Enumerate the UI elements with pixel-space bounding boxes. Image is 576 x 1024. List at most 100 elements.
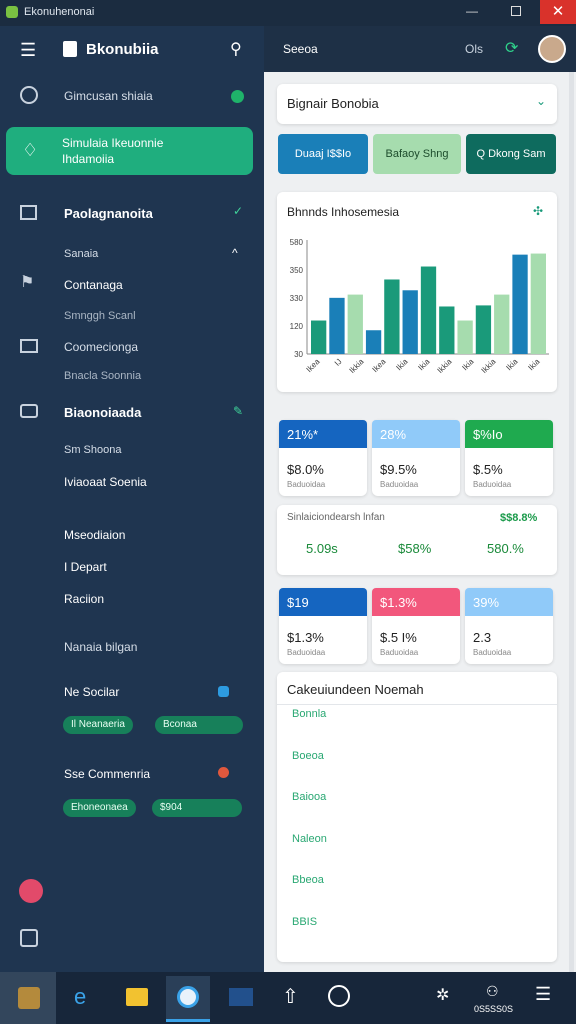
stat-value: $9.5%	[380, 462, 417, 477]
list-item: Naleon	[292, 832, 327, 845]
stat-header: $1.3%	[372, 588, 460, 616]
x-axis-label: IJ	[333, 357, 344, 368]
nav-subitem[interactable]: Sm Shoona	[64, 444, 122, 456]
list-item: Baiooa	[292, 791, 327, 803]
sync-icon[interactable]: ⟳	[505, 40, 519, 57]
close[interactable]: ✕	[540, 0, 576, 24]
button[interactable]: Duaaj I$$Io	[278, 134, 368, 174]
taskbar-app[interactable]: e	[74, 984, 87, 1009]
nav-icon: ⚑	[20, 274, 35, 291]
tag[interactable]: Il Neanaeria	[63, 716, 133, 734]
user-icon[interactable]	[19, 879, 43, 903]
button[interactable]: Bafaoy Shng	[373, 134, 461, 174]
edit-icon[interactable]: ✎	[233, 404, 244, 418]
stat-header: $19	[279, 588, 367, 616]
nav-item-active[interactable]	[6, 127, 253, 175]
stat-card: 28% $9.5% Baduoidaa	[372, 420, 460, 496]
minimize[interactable]: —	[466, 4, 478, 18]
list-item: Bbeoa	[292, 874, 324, 886]
stat-sub: Baduoidaa	[473, 480, 512, 489]
nav-subitem[interactable]: Iviaoaat Soenia	[64, 475, 147, 489]
taskbar-app[interactable]	[328, 985, 350, 1007]
taskbar-app[interactable]	[126, 988, 148, 1006]
x-axis-label: Ikea	[305, 357, 322, 374]
dropdown[interactable]	[277, 84, 557, 124]
x-axis-label: Ikkia	[480, 357, 498, 375]
tray-icon[interactable]: ⚇	[486, 983, 499, 999]
taskbar	[0, 972, 576, 1024]
notifications[interactable]: ☰	[535, 984, 552, 1004]
chevron: ⌄	[536, 94, 547, 108]
bar	[439, 306, 455, 354]
tag[interactable]: Ehoneonaea	[63, 799, 136, 817]
tag[interactable]: $904	[152, 799, 242, 817]
nav-icon	[20, 339, 38, 353]
window-title: Ekonuhenonai	[24, 6, 95, 18]
bar	[347, 294, 363, 354]
stat-card: $%Io $.5% Baduoidaa	[465, 420, 553, 496]
nav-subitem[interactable]: Coomecionga	[64, 340, 139, 354]
chart-title: Bhnnds Inhosemesia	[287, 205, 400, 219]
nav-subitem[interactable]: Smnggh Scanl	[64, 310, 136, 322]
nav-icon	[20, 404, 38, 418]
tag[interactable]: Bconaa	[155, 716, 243, 734]
nav-item[interactable]: Paolagnanoita	[64, 206, 153, 221]
button[interactable]: Q Dkong Sam	[466, 134, 556, 174]
menu-icon[interactable]: ☰	[20, 40, 37, 60]
list-item: BBIS	[292, 915, 318, 928]
taskbar-app[interactable]	[18, 987, 40, 1009]
maximize[interactable]	[511, 6, 521, 16]
header	[264, 26, 576, 72]
nav-icon	[20, 86, 38, 104]
badge	[218, 767, 229, 778]
chevron[interactable]: ^	[232, 246, 238, 260]
taskbar-app[interactable]	[177, 986, 199, 1008]
list-title: Cakeuiundeen Noemah	[287, 682, 424, 697]
stat-value: $.5%	[473, 462, 503, 477]
x-axis-label: Ikia	[394, 357, 410, 373]
summary-badge: $$8.8%	[500, 512, 538, 524]
taskbar-app[interactable]: ⇧	[282, 986, 299, 1008]
dropdown-label: Bignair Bonobia	[287, 96, 379, 111]
list-item: Boeoa	[292, 749, 324, 762]
header-title: Seeoa	[283, 42, 318, 56]
y-axis-label: 330	[290, 294, 304, 303]
tray-icon[interactable]: ✲	[436, 987, 450, 1004]
nav-subitem[interactable]: I Depart	[64, 560, 107, 574]
section-label: Sse Commenria	[64, 767, 151, 781]
nav-item[interactable]: Biaonoiaada	[64, 405, 142, 420]
bar	[329, 297, 345, 354]
stat-header: 28%	[372, 420, 460, 448]
nav-subitem[interactable]: Raciion	[64, 592, 105, 606]
check-icon: ✓	[233, 204, 244, 218]
list-item: Bonnla	[292, 708, 327, 720]
y-axis-label: 120	[290, 322, 304, 331]
section-label: Ne Socilar	[64, 685, 120, 699]
bar	[494, 294, 510, 354]
nav-subitem[interactable]: Mseodiaion	[64, 528, 126, 542]
stat-card: 21%* $8.0% Baduoidaa	[279, 420, 367, 496]
x-axis-label: Ikia	[416, 357, 432, 373]
section-label: Nanaia bilgan	[64, 640, 138, 654]
summary-title: Sinlaiciondearsh lnfan	[287, 512, 385, 523]
taskbar-app[interactable]	[229, 988, 253, 1006]
nav-item[interactable]: Gimcusan shiaia	[64, 89, 153, 103]
avatar[interactable]	[538, 35, 566, 63]
stat-card: 39% 2.3 Baduoidaa	[465, 588, 553, 664]
expand-icon[interactable]: ✣	[533, 204, 544, 218]
logo	[63, 41, 77, 57]
x-axis-label: Ikia	[460, 357, 476, 373]
stat-card: $1.3% $.5 I% Baduoidaa	[372, 588, 460, 664]
settings-icon[interactable]	[20, 929, 38, 947]
nav-subitem[interactable]: Sanaia	[64, 248, 99, 260]
x-axis-label: Ikkia	[436, 357, 454, 375]
pin-icon[interactable]: ⚲	[230, 41, 242, 58]
stat-value: $1.3%	[287, 630, 324, 645]
stat-value: $.5 I%	[380, 630, 417, 645]
nav-subitem[interactable]: Contanaga	[64, 278, 123, 292]
nav-subitem[interactable]: Bnacla Soonnia	[64, 370, 142, 382]
x-axis-label: Ikea	[371, 357, 388, 374]
app-icon	[6, 6, 18, 18]
